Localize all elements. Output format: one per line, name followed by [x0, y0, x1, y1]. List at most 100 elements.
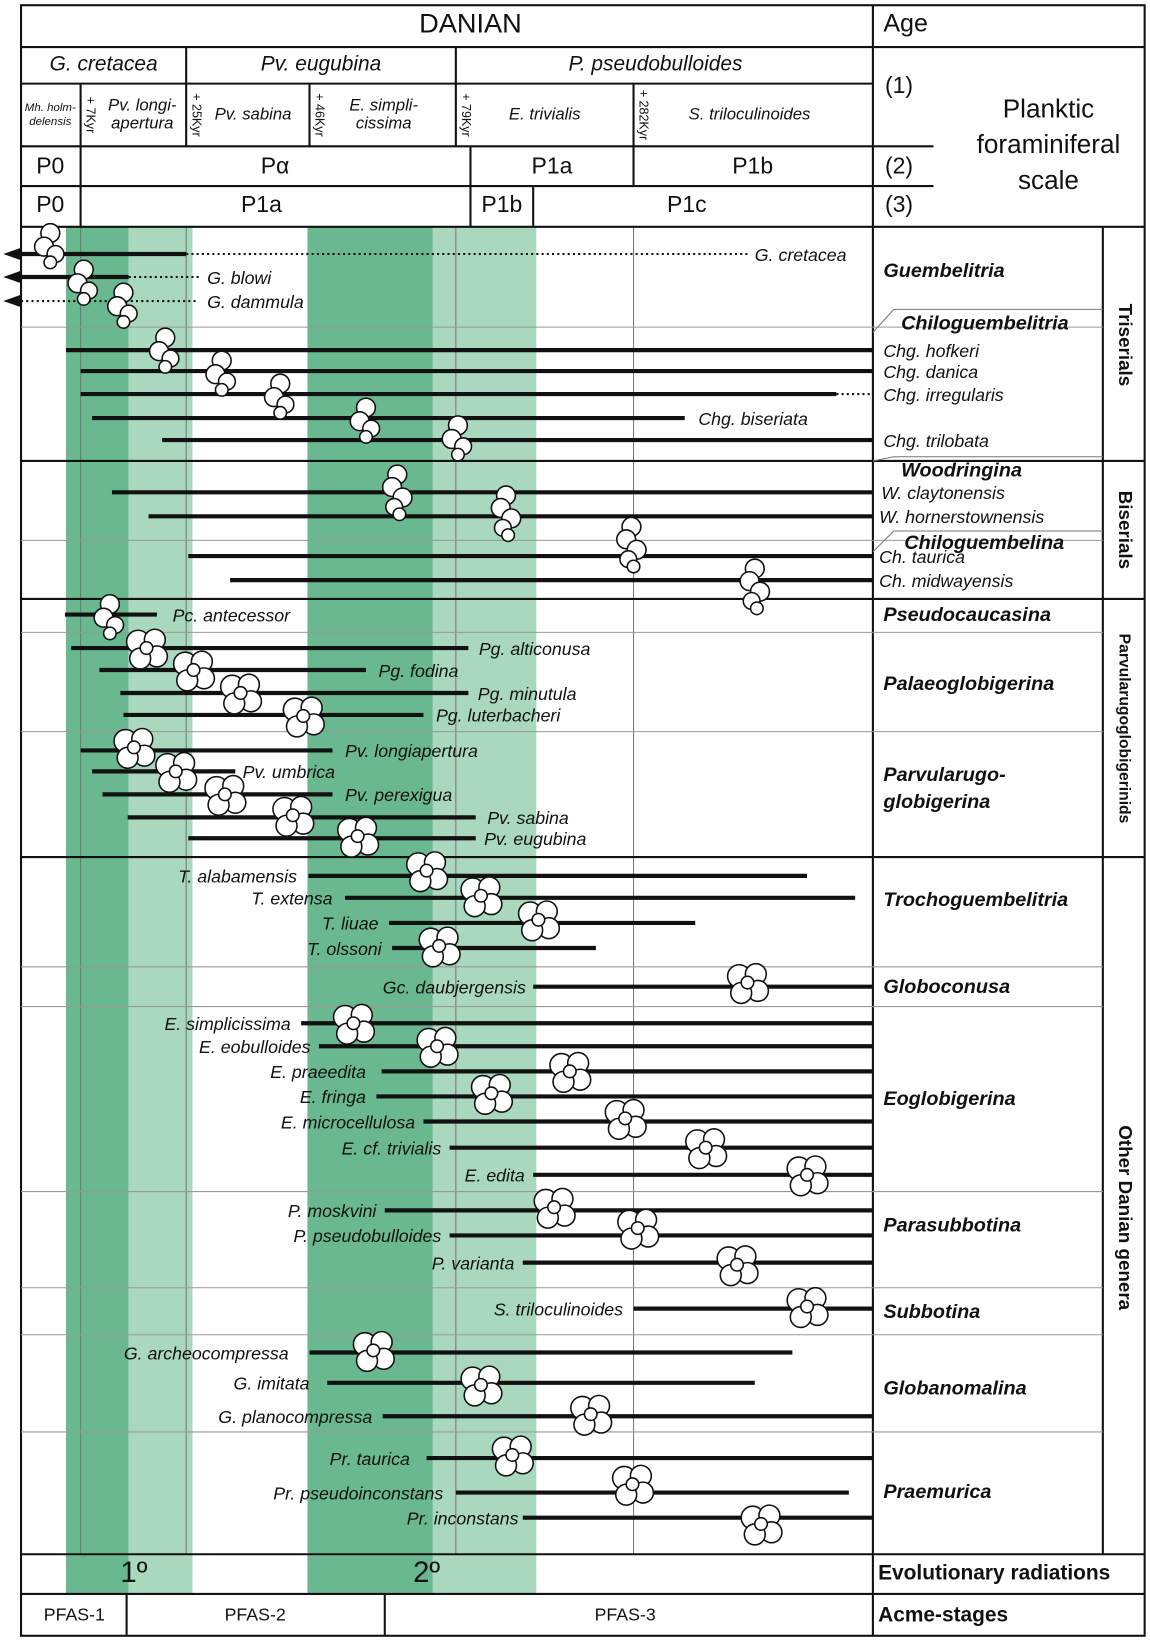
- shell-chamber: [126, 740, 141, 755]
- shell-icon: [617, 1208, 660, 1250]
- genus-label: Subbotina: [883, 1301, 980, 1323]
- shell-icon: [113, 727, 156, 770]
- scale-row: (2): [885, 152, 913, 178]
- species-label: T. liuae: [322, 914, 379, 934]
- leader: [872, 456, 1103, 462]
- genus-label: Parasubbotina: [883, 1214, 1021, 1236]
- shell-icon: [381, 464, 413, 522]
- zone-code: P0: [36, 191, 64, 217]
- species-label: G. dammula: [207, 292, 304, 312]
- species-label: Ch. midwayensis: [879, 571, 1013, 591]
- zone-code: P1b: [732, 152, 773, 178]
- subzone-label: Pv. longi-: [108, 96, 177, 115]
- zone-code: P1a: [241, 191, 282, 217]
- species-label: W. claytonensis: [881, 483, 1005, 503]
- shell-icon: [332, 1003, 376, 1045]
- band: [128, 226, 193, 1594]
- species-label: Pr. taurica: [330, 1449, 410, 1469]
- leader: [872, 530, 1103, 553]
- shell-icon: [441, 415, 473, 462]
- scale-row: (3): [885, 191, 913, 217]
- arrow: [3, 270, 22, 284]
- shell-chamber: [450, 447, 465, 462]
- shell-icon: [611, 1464, 655, 1506]
- shell-icon: [125, 628, 169, 670]
- shell-icon: [148, 327, 180, 374]
- shell-chamber: [583, 1407, 598, 1422]
- shell-icon: [491, 1435, 534, 1477]
- shell-icon: [460, 1365, 503, 1407]
- shell-chamber: [749, 601, 764, 616]
- shell-icon: [219, 673, 263, 715]
- subzone-label: delensis: [29, 116, 71, 128]
- shell-chamber: [740, 975, 755, 990]
- scale-title: scale: [1018, 165, 1079, 195]
- shell-icon: [172, 650, 216, 692]
- shell-chamber: [296, 708, 311, 724]
- species-label: Chg. biseriata: [698, 409, 808, 429]
- species-label: G. blowi: [207, 268, 272, 288]
- shell-chamber: [214, 382, 229, 397]
- shell-chamber: [484, 1086, 499, 1101]
- radiation-bands: [65, 226, 537, 1594]
- shell-icon: [349, 397, 381, 444]
- species-label: E. praeedita: [270, 1062, 366, 1082]
- shell-icon: [282, 696, 325, 738]
- shell-chamber: [366, 1343, 381, 1358]
- genus-label: Eoglobigerina: [883, 1088, 1015, 1110]
- footer-label: Acme-stages: [878, 1603, 1008, 1626]
- shell-icon: [616, 516, 647, 574]
- shell-icon: [685, 1128, 728, 1170]
- shell-icon: [33, 222, 65, 270]
- shell-icon: [352, 1330, 395, 1373]
- leader: [872, 308, 1103, 333]
- species-label: Pr. pseudoinconstans: [273, 1483, 443, 1503]
- genus-label: Palaeoglobigerina: [883, 673, 1054, 695]
- genus-label: Guembelitria: [883, 260, 1004, 282]
- shell-chamber: [233, 685, 248, 701]
- shell-chamber: [473, 1377, 488, 1392]
- species-label: E. microcellulosa: [281, 1112, 415, 1132]
- shell-chamber: [753, 1516, 769, 1531]
- shell-icon: [786, 1155, 829, 1197]
- footer-label: Evolutionary radiations: [878, 1562, 1110, 1585]
- subzone-label: S. triloculinoides: [689, 104, 811, 123]
- duration-label: + 282Kyr: [637, 90, 651, 141]
- shell-chamber: [799, 1299, 815, 1314]
- arrow: [3, 247, 22, 261]
- shell-chamber: [285, 808, 300, 823]
- acme-stage: PFAS-3: [595, 1605, 656, 1625]
- shell-chamber: [547, 1200, 562, 1215]
- shell-icon: [786, 1286, 829, 1329]
- shell-chamber: [102, 626, 117, 641]
- species-label: E. fringa: [300, 1087, 366, 1107]
- zone-code: P1c: [667, 191, 707, 217]
- species-label: T. extensa: [251, 889, 332, 909]
- genus-label: Praemurica: [883, 1481, 991, 1503]
- shell-icon: [517, 900, 561, 942]
- scale-title: Planktic: [1003, 94, 1094, 124]
- shell-icon: [155, 751, 198, 794]
- shell-chamber: [429, 1039, 445, 1054]
- genus-label: Pseudocaucasina: [883, 604, 1051, 626]
- shell-icon: [418, 926, 461, 968]
- genus-label: Chiloguembelitria: [901, 312, 1069, 334]
- duration-label: + 46Kyr: [313, 93, 327, 137]
- genus-label: globigerina: [882, 791, 990, 813]
- group-label: Biserials: [1115, 491, 1136, 569]
- species-label: G. archeocompressa: [124, 1343, 289, 1363]
- species-label: P. pseudobulloides: [293, 1226, 441, 1246]
- radiation-label: 1º: [120, 1557, 147, 1589]
- shell-icon: [336, 816, 380, 858]
- shell-icon: [470, 1073, 514, 1115]
- subzone-label: E. simpli-: [349, 96, 418, 115]
- arrow: [3, 294, 22, 308]
- zone-label: P. pseudobulloides: [569, 52, 743, 75]
- species-label: Pg. minutula: [478, 684, 577, 704]
- scale-row: (1): [885, 72, 913, 98]
- species-label: E. simplicissima: [164, 1014, 290, 1034]
- species-label: Pr. inconstans: [407, 1508, 519, 1528]
- shell-icon: [549, 1051, 592, 1094]
- shell-chamber: [217, 787, 232, 802]
- shell-chamber: [76, 291, 91, 306]
